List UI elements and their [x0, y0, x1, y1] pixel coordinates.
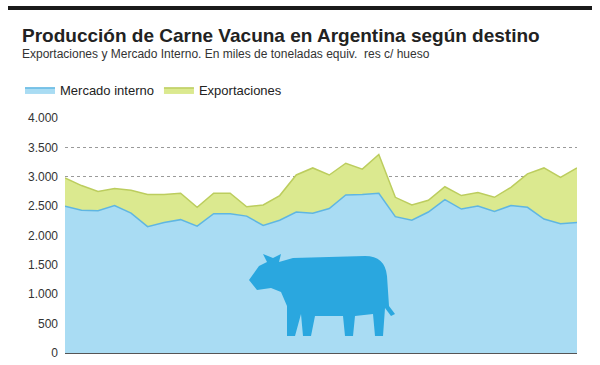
svg-text:500: 500	[38, 317, 58, 331]
svg-text:1.500: 1.500	[28, 258, 58, 272]
svg-text:3.000: 3.000	[28, 170, 58, 184]
svg-text:2.000: 2.000	[28, 229, 58, 243]
svg-text:4.000: 4.000	[28, 111, 58, 125]
svg-text:Mercado interno: Mercado interno	[60, 83, 154, 98]
svg-text:Producción de Carne Vacuna en: Producción de Carne Vacuna en Argentina …	[22, 25, 540, 46]
svg-text:Exportaciones y Mercado Intern: Exportaciones y Mercado Interno. En mile…	[22, 47, 430, 61]
svg-text:Exportaciones: Exportaciones	[199, 83, 282, 98]
svg-text:0: 0	[51, 346, 58, 360]
svg-text:2.500: 2.500	[28, 199, 58, 213]
svg-text:3.500: 3.500	[28, 141, 58, 155]
svg-text:1.000: 1.000	[28, 287, 58, 301]
